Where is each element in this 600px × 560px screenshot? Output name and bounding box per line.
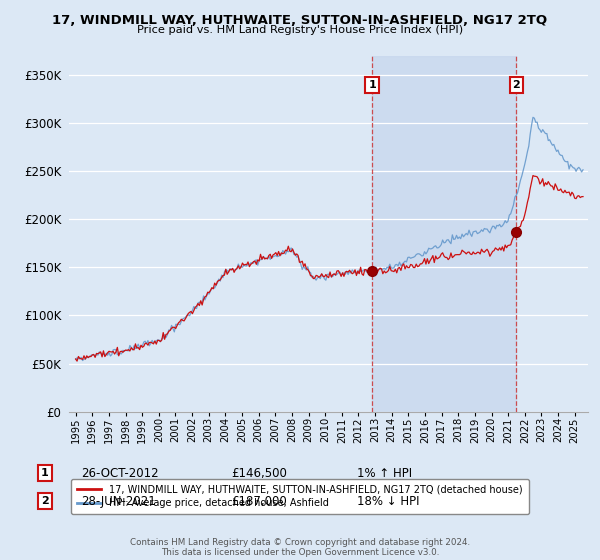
Legend: 17, WINDMILL WAY, HUTHWAITE, SUTTON-IN-ASHFIELD, NG17 2TQ (detached house), HPI:: 17, WINDMILL WAY, HUTHWAITE, SUTTON-IN-A… [71, 479, 529, 514]
Text: Price paid vs. HM Land Registry's House Price Index (HPI): Price paid vs. HM Land Registry's House … [137, 25, 463, 35]
Text: Contains HM Land Registry data © Crown copyright and database right 2024.
This d: Contains HM Land Registry data © Crown c… [130, 538, 470, 557]
Bar [372, 56, 517, 412]
Text: £146,500: £146,500 [231, 466, 287, 480]
Text: 1: 1 [41, 468, 49, 478]
Text: 2: 2 [512, 80, 520, 90]
Text: 1: 1 [368, 80, 376, 90]
Text: 18% ↓ HPI: 18% ↓ HPI [357, 494, 419, 508]
Text: 28-JUN-2021: 28-JUN-2021 [81, 494, 156, 508]
Text: 26-OCT-2012: 26-OCT-2012 [81, 466, 158, 480]
Text: 2: 2 [41, 496, 49, 506]
Text: £187,000: £187,000 [231, 494, 287, 508]
Text: 17, WINDMILL WAY, HUTHWAITE, SUTTON-IN-ASHFIELD, NG17 2TQ: 17, WINDMILL WAY, HUTHWAITE, SUTTON-IN-A… [52, 14, 548, 27]
Text: 1% ↑ HPI: 1% ↑ HPI [357, 466, 412, 480]
